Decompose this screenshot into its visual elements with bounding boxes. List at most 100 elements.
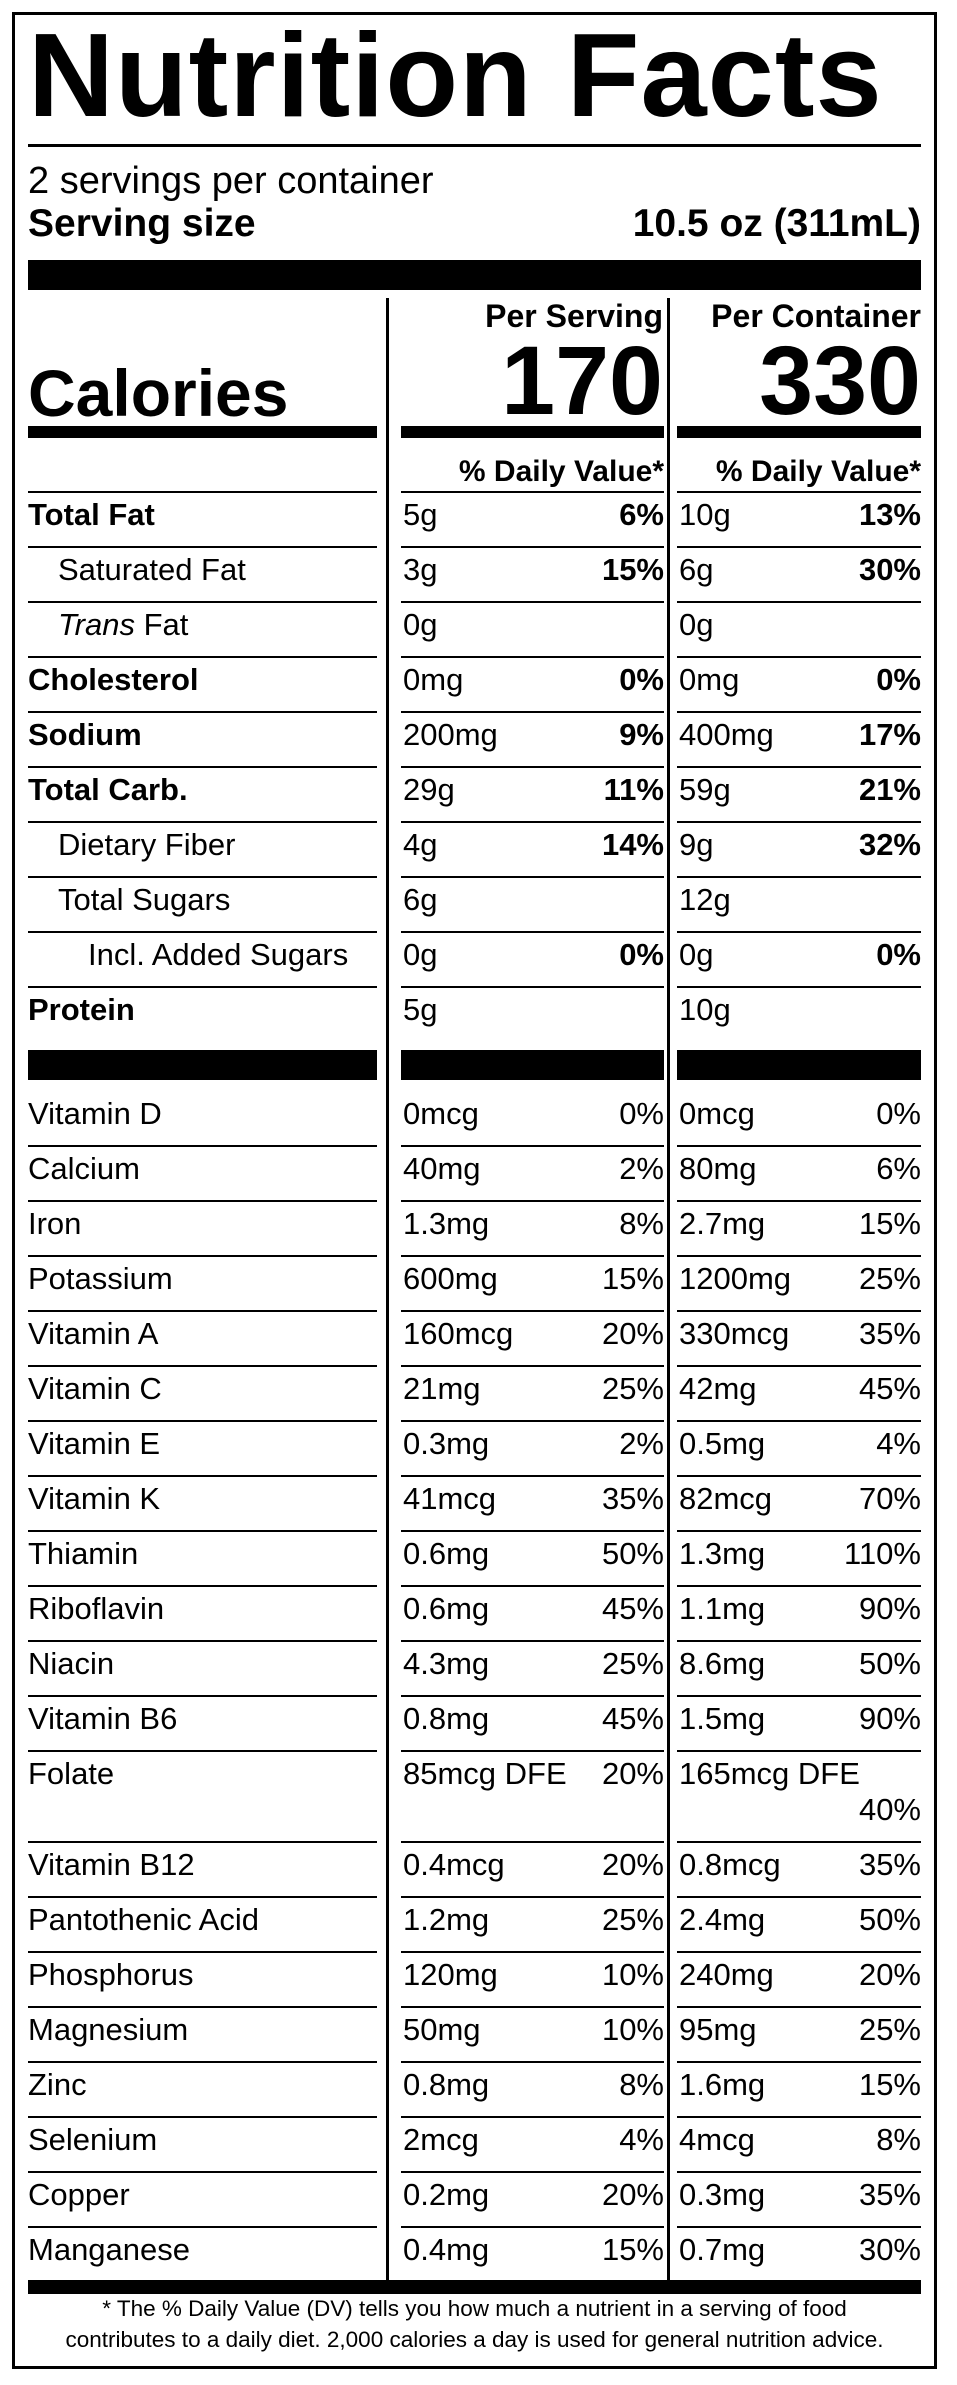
vitamin-name: Potassium	[28, 1261, 173, 1296]
nutrient-container-amount: 10g	[679, 497, 731, 532]
vitamin-row-divider	[28, 1475, 377, 1477]
vitamin-row-divider	[677, 1640, 921, 1642]
vitamins-bar-right	[677, 1050, 921, 1080]
vitamin-container-dv: 90%	[858, 1591, 921, 1626]
nutrient-serving-amount: 29g	[403, 772, 455, 807]
nutrient-row-divider	[401, 711, 664, 713]
nutrient-container-dv: 13%	[858, 497, 921, 532]
vitamin-serving-dv: 50%	[601, 1536, 664, 1571]
column-rule-2	[667, 298, 670, 2284]
vitamin-serving-amount: 1.3mg	[403, 1206, 490, 1241]
vitamin-row-divider	[401, 2226, 664, 2228]
calories-bar-mid	[401, 426, 664, 438]
vitamin-row-divider	[401, 2116, 664, 2118]
nutrient-serving-dv: 0%	[619, 937, 664, 972]
vitamin-container-amount: 42mg	[679, 1371, 757, 1406]
nutrient-name: Trans Fat	[58, 607, 188, 643]
vitamin-serving-amount: 4.3mg	[403, 1646, 490, 1681]
vitamin-row-divider	[28, 1695, 377, 1697]
vitamin-name: Manganese	[28, 2232, 191, 2267]
title-divider	[28, 144, 921, 147]
nutrient-serving-amount: 0mg	[403, 662, 464, 697]
vitamin-serving-amount: 1.2mg	[403, 1902, 490, 1937]
nutrient-top-divider	[677, 491, 921, 493]
vitamin-row-divider	[401, 1310, 664, 1312]
nutrient-row-divider	[28, 601, 377, 603]
vitamin-serving-dv: 25%	[601, 1646, 664, 1681]
nutrient-container-dv: 21%	[858, 772, 921, 807]
vitamin-row-divider	[28, 1640, 377, 1642]
vitamin-row-divider	[28, 2061, 377, 2063]
vitamin-row-divider	[677, 1310, 921, 1312]
nutrient-name: Saturated Fat	[58, 552, 246, 587]
vitamin-row-divider	[677, 1585, 921, 1587]
vitamin-container-amount: 1.1mg	[679, 1591, 766, 1626]
vitamin-row-divider	[28, 1585, 377, 1587]
nutrient-serving-amount: 0g	[403, 607, 438, 642]
vitamin-container-amount: 80mg	[679, 1151, 757, 1186]
vitamin-name: Calcium	[28, 1151, 140, 1186]
vitamin-row-divider	[677, 2226, 921, 2228]
vitamin-row-divider	[28, 1310, 377, 1312]
vitamin-row-divider	[677, 1200, 921, 1202]
vitamin-container-amount: 2.7mg	[679, 1206, 766, 1241]
nutrient-row-divider	[401, 656, 664, 658]
vitamin-row-divider	[28, 1951, 377, 1953]
vitamin-name: Folate	[28, 1756, 115, 1791]
vitamin-container-amount: 8.6mg	[679, 1646, 766, 1681]
vitamin-container-dv: 6%	[876, 1151, 921, 1186]
vitamin-serving-dv: 10%	[601, 2012, 664, 2047]
nutrient-row-divider	[28, 711, 377, 713]
vitamin-container-amount: 240mg	[679, 1957, 774, 1992]
vitamin-name: Niacin	[28, 1646, 115, 1681]
nutrient-name: Protein	[28, 992, 135, 1027]
vitamin-row-divider	[677, 1951, 921, 1953]
vitamin-container-dv: 35%	[858, 1316, 921, 1351]
vitamin-serving-amount: 0.4mg	[403, 2232, 490, 2267]
vitamin-container-amount: 330mcg	[679, 1316, 790, 1351]
nutrient-name: Cholesterol	[28, 662, 199, 697]
vitamin-container-dv: 15%	[858, 1206, 921, 1241]
nutrient-serving-dv: 11%	[603, 772, 664, 807]
nutrient-row-divider	[401, 821, 664, 823]
nutrient-row-divider	[677, 876, 921, 878]
vitamin-serving-amount: 0.8mg	[403, 2067, 490, 2102]
nutrient-serving-amount: 3g	[403, 552, 438, 587]
vitamin-serving-dv: 45%	[601, 1701, 664, 1736]
nutrient-name: Dietary Fiber	[58, 827, 236, 862]
vitamin-serving-dv: 4%	[619, 2122, 664, 2157]
vitamin-container-amount: 0.3mg	[679, 2177, 766, 2212]
vitamin-serving-dv: 8%	[619, 2067, 664, 2102]
nutrient-row-divider	[677, 601, 921, 603]
vitamin-serving-dv: 8%	[619, 1206, 664, 1241]
nutrient-serving-dv: 6%	[619, 497, 664, 532]
vitamin-container-dv: 90%	[858, 1701, 921, 1736]
nutrient-container-amount: 9g	[679, 827, 714, 862]
vitamin-row-divider	[401, 1695, 664, 1697]
vitamin-serving-amount: 160mcg	[403, 1316, 514, 1351]
nutrient-row-divider	[677, 711, 921, 713]
nutrient-name-italic: Trans	[58, 607, 135, 642]
nutrient-row-divider	[677, 656, 921, 658]
vitamin-serving-amount: 120mg	[403, 1957, 498, 1992]
vitamin-row-divider	[401, 2171, 664, 2173]
vitamin-container-amount: 1200mg	[679, 1261, 792, 1296]
nutrient-row-divider	[401, 876, 664, 878]
vitamin-container-dv: 0%	[876, 1096, 921, 1131]
footnote-line-1: * The % Daily Value (DV) tells you how m…	[102, 2296, 847, 2321]
vitamin-container-dv: 25%	[858, 1261, 921, 1296]
calories-per-container: 330	[759, 326, 921, 435]
vitamin-container-dv: 30%	[858, 2232, 921, 2267]
serving-size-thick-divider	[28, 260, 921, 290]
vitamin-container-dv: 35%	[858, 1847, 921, 1882]
vitamin-row-divider	[401, 1145, 664, 1147]
vitamin-serving-amount: 40mg	[403, 1151, 481, 1186]
vitamin-row-divider	[28, 2006, 377, 2008]
vitamin-container-dv: 45%	[858, 1371, 921, 1406]
vitamin-row-divider	[401, 1896, 664, 1898]
calories-bar-right	[677, 426, 921, 438]
vitamin-row-divider	[28, 1750, 377, 1752]
nutrient-row-divider	[28, 876, 377, 878]
vitamin-serving-amount: 0.6mg	[403, 1591, 490, 1626]
nutrient-row-divider	[28, 766, 377, 768]
